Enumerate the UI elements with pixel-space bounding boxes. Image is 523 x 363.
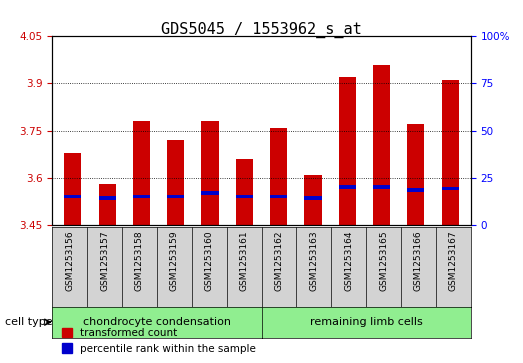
Bar (167, 140, 184, 225)
Legend: transformed count, percentile rank within the sample: transformed count, percentile rank withi… (58, 324, 260, 358)
Bar (99, 184, 116, 225)
Bar (407, 188, 424, 192)
Text: GSM1253158: GSM1253158 (135, 231, 144, 291)
Bar (270, 127, 287, 225)
Bar (304, 196, 322, 200)
Bar (339, 185, 356, 189)
Text: GSM1253159: GSM1253159 (170, 231, 179, 291)
Text: remaining limb cells: remaining limb cells (310, 317, 423, 327)
Bar (373, 65, 390, 225)
Text: GSM1253166: GSM1253166 (414, 231, 423, 291)
Text: GSM1253164: GSM1253164 (344, 231, 353, 291)
Text: GSM1253165: GSM1253165 (379, 231, 388, 291)
Bar (201, 121, 219, 225)
Text: GSM1253160: GSM1253160 (204, 231, 214, 291)
Bar (270, 195, 287, 198)
Bar (64, 195, 82, 198)
Bar (373, 185, 390, 189)
Text: cell type: cell type (5, 317, 53, 327)
Text: GDS5045 / 1553962_s_at: GDS5045 / 1553962_s_at (161, 22, 362, 38)
Bar (236, 159, 253, 225)
Bar (236, 195, 253, 198)
Bar (133, 121, 150, 225)
Text: GSM1253156: GSM1253156 (65, 231, 74, 291)
Text: chondrocyte condensation: chondrocyte condensation (83, 317, 231, 327)
Bar (99, 196, 116, 200)
Bar (133, 195, 150, 198)
Text: GSM1253167: GSM1253167 (449, 231, 458, 291)
Text: GSM1253162: GSM1253162 (275, 231, 283, 291)
Bar (64, 153, 82, 225)
Text: GSM1253161: GSM1253161 (240, 231, 248, 291)
Bar (339, 77, 356, 225)
Bar (201, 191, 219, 195)
Bar (304, 175, 322, 225)
Text: GSM1253163: GSM1253163 (309, 231, 319, 291)
Bar (407, 125, 424, 225)
Text: GSM1253157: GSM1253157 (100, 231, 109, 291)
Bar (167, 195, 184, 198)
Bar (441, 80, 459, 225)
Bar (441, 187, 459, 191)
